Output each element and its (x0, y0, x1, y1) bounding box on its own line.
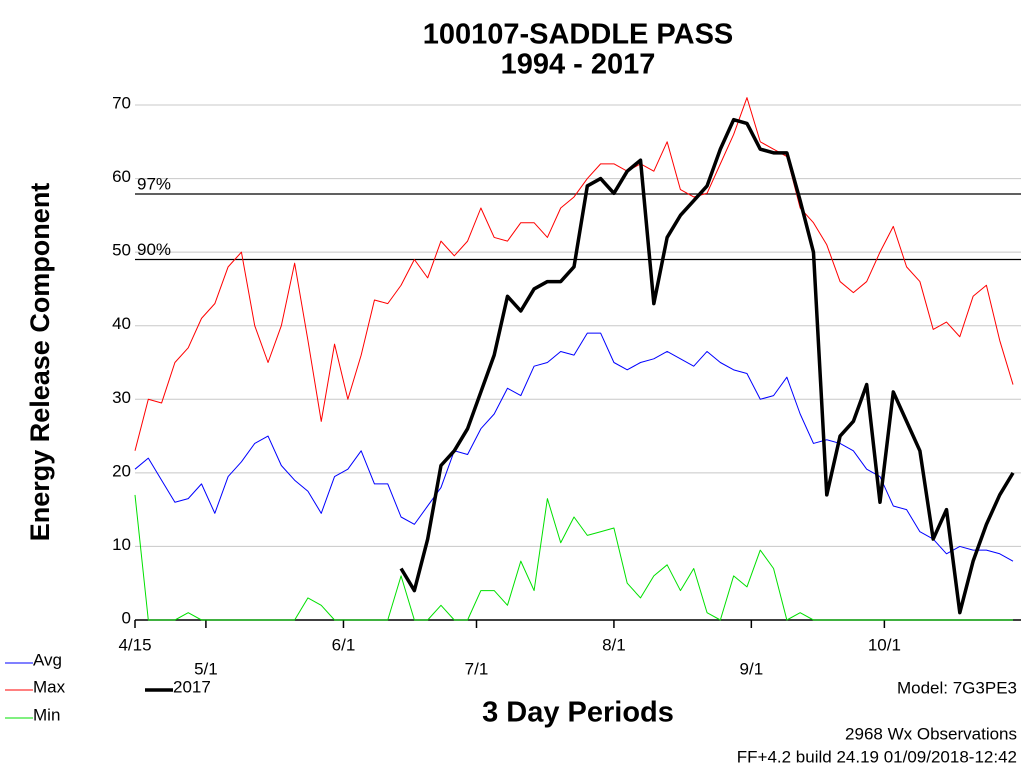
y-tick-label: 70 (112, 93, 131, 112)
x-tick-label: 7/1 (465, 659, 489, 678)
series-line (399, 117, 1015, 615)
y-tick-label: 10 (112, 535, 131, 554)
y-tick-label: 20 (112, 461, 131, 480)
x-tick-label: 4/15 (118, 635, 151, 654)
note: FF+4.2 build 24.19 01/09/2018-12:42 (737, 747, 1017, 766)
x-tick-label: 6/1 (332, 635, 356, 654)
note: Model: 7G3PE3 (897, 678, 1017, 697)
legend-label: Avg (33, 650, 62, 669)
y-tick-label: 40 (112, 314, 131, 333)
y-tick-label: 60 (112, 167, 131, 186)
chart-title: 100107-SADDLE PASS (423, 19, 734, 51)
series-line (134, 97, 1014, 451)
x-axis-label: 3 Day Periods (482, 697, 674, 729)
reference-label: 90% (137, 240, 171, 259)
legend-label: Min (33, 705, 60, 724)
chart-subtitle: 1994 - 2017 (501, 49, 656, 81)
legend-label: 2017 (173, 677, 211, 696)
legend-label: Max (33, 677, 66, 696)
y-tick-label: 30 (112, 388, 131, 407)
x-tick-label: 8/1 (602, 635, 626, 654)
x-tick-label: 10/1 (868, 635, 901, 654)
series-line (134, 332, 1014, 562)
note: 2968 Wx Observations (845, 724, 1017, 743)
y-tick-label: 0 (122, 608, 131, 627)
reference-label: 97% (137, 175, 171, 194)
series-line (134, 494, 1014, 621)
y-tick-label: 50 (112, 241, 131, 260)
x-tick-label: 9/1 (740, 659, 764, 678)
y-axis-label: Energy Release Component (25, 183, 55, 542)
x-tick-label: 5/1 (194, 659, 218, 678)
